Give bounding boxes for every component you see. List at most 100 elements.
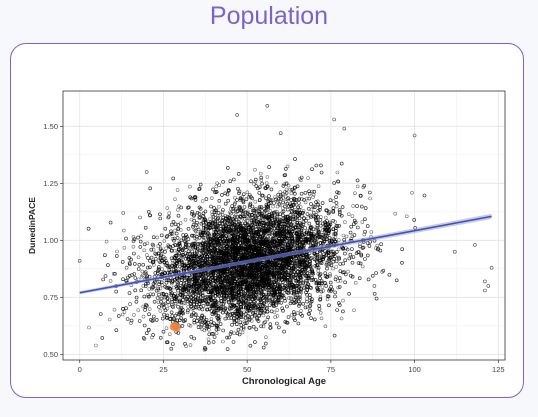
scatter-point: [220, 212, 225, 217]
scatter-point: [264, 181, 269, 185]
scatter-point: [168, 332, 172, 337]
scatter-point: [169, 267, 173, 272]
scatter-point: [122, 310, 127, 314]
scatter-point: [273, 180, 278, 185]
scatter-point: [351, 204, 355, 208]
scatter-point: [141, 314, 146, 319]
scatter-point: [352, 308, 356, 313]
scatter-point: [235, 210, 239, 214]
scatter-point: [311, 205, 316, 209]
scatter-point: [368, 196, 372, 201]
scatter-point: [129, 321, 133, 325]
scatter-point: [156, 244, 161, 248]
scatter-point: [120, 312, 125, 317]
scatter-point: [200, 199, 205, 203]
scatter-point: [258, 198, 262, 202]
scatter-point: [164, 246, 168, 251]
scatter-point: [115, 249, 119, 254]
scatter-point: [404, 214, 409, 219]
scatter-point: [245, 190, 250, 195]
scatter-point: [197, 216, 202, 220]
scatter-point: [360, 264, 365, 269]
scatter-point: [259, 178, 264, 182]
scatter-point: [173, 197, 177, 202]
scatter-point: [343, 220, 347, 224]
scatter-point: [131, 235, 136, 239]
scatter-point: [140, 273, 145, 278]
scatter-point: [166, 215, 170, 220]
scatter-point: [240, 330, 245, 335]
scatter-point: [107, 317, 112, 322]
scatter-point: [210, 210, 214, 214]
scatter-point: [94, 343, 98, 348]
scatter-point: [112, 307, 117, 312]
scatter-point: [266, 207, 271, 211]
scatter-point: [346, 269, 350, 274]
scatter-point: [185, 310, 190, 315]
scatter-point: [341, 233, 346, 238]
scatter-point: [350, 214, 355, 218]
scatter-point: [178, 221, 183, 225]
scatter-point: [164, 326, 169, 331]
scatter-point: [206, 337, 211, 342]
scatter-point: [194, 312, 198, 316]
scatter-point: [145, 253, 149, 257]
scatter-point: [331, 199, 336, 203]
scatter-point: [336, 238, 341, 242]
scatter-point: [311, 195, 315, 199]
scatter-point: [303, 200, 308, 205]
scatter-point: [339, 316, 344, 321]
scatter-point: [158, 309, 163, 313]
scatter-point: [199, 325, 203, 329]
scatter-point: [289, 191, 294, 196]
scatter-point: [253, 199, 258, 204]
page-title: Population: [209, 2, 329, 30]
scatter-point: [333, 220, 337, 224]
scatter-point: [170, 258, 175, 263]
scatter-point: [341, 298, 345, 303]
scatter-point: [282, 190, 287, 194]
scatter-point: [289, 299, 294, 304]
scatter-point: [221, 339, 225, 344]
scatter-point: [245, 214, 249, 219]
scatter-point: [175, 188, 180, 192]
scatter-point: [410, 191, 414, 195]
scatter-point: [156, 300, 161, 305]
scatter-point: [188, 343, 193, 347]
scatter-point: [131, 244, 136, 249]
scatter-point: [344, 234, 349, 239]
scatter-point: [301, 209, 306, 213]
scatter-point: [314, 200, 318, 204]
scatter-point: [331, 266, 335, 271]
scatter-point: [306, 216, 311, 220]
scatter-point: [151, 248, 156, 252]
scatter-point: [334, 265, 339, 269]
scatter-point: [214, 331, 219, 336]
scatter-point: [223, 213, 228, 218]
scatter-point: [306, 176, 310, 180]
scatter-point: [355, 184, 360, 189]
scatter-point: [336, 247, 341, 252]
scatter-point: [284, 187, 289, 192]
scatter-point: [349, 236, 354, 241]
scatter-point: [165, 206, 170, 210]
scatter-point: [220, 210, 225, 214]
scatter-point: [214, 184, 219, 189]
scatter-point: [316, 184, 321, 188]
scatter-point: [325, 297, 330, 302]
scatter-point: [273, 315, 278, 319]
scatter-point: [104, 239, 109, 244]
scatter-point: [122, 246, 127, 250]
scatter-point: [323, 215, 328, 220]
scatter-point: [217, 183, 221, 187]
scatter-point: [393, 211, 398, 216]
scatter-point: [155, 235, 159, 240]
scatter-point: [213, 233, 218, 237]
scatter-point: [188, 184, 192, 189]
scatter-point: [253, 167, 257, 172]
scatter-point: [241, 326, 246, 331]
scatter-point: [108, 279, 113, 283]
scatter-point: [369, 230, 374, 234]
scatter-point: [286, 289, 291, 294]
scatter-point: [142, 337, 147, 341]
